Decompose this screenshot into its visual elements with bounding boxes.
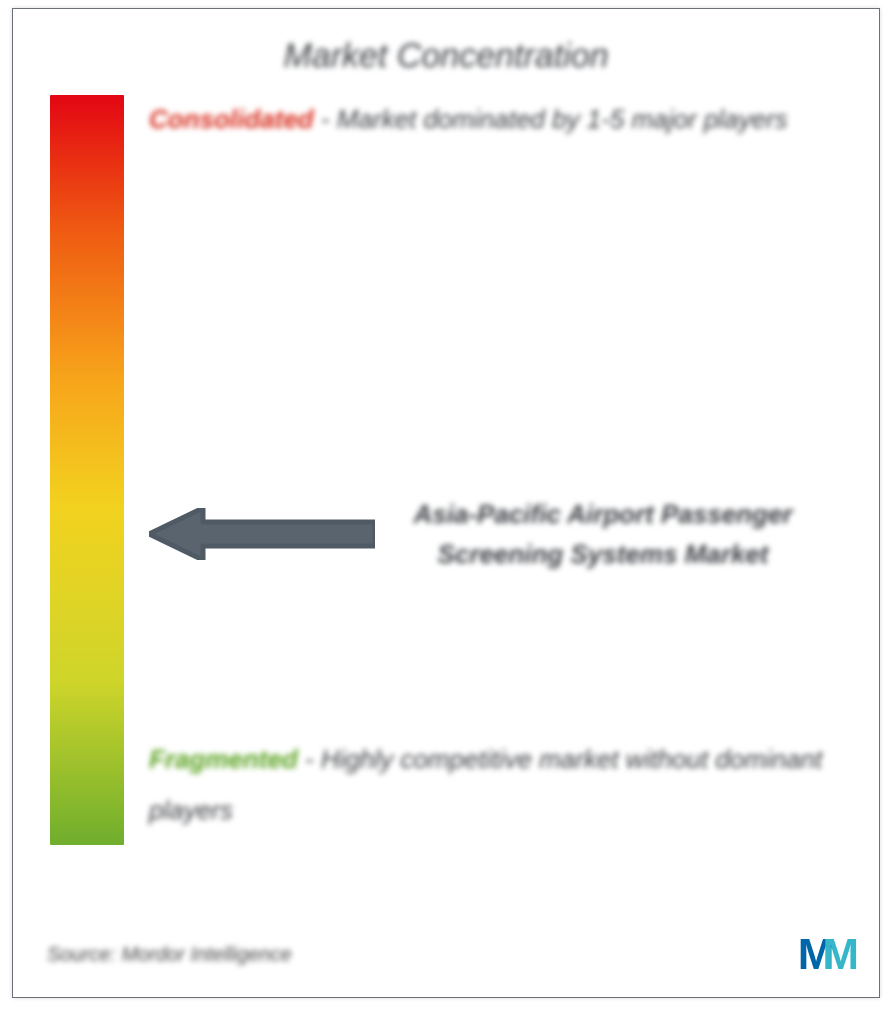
right-column: Consolidated - Market dominated by 1-5 m… [123, 94, 843, 866]
fragmented-blurb: Fragmented - Highly competitive market w… [149, 734, 831, 835]
gradient-bar-container [49, 94, 123, 866]
market-name-label: Asia-Pacific Airport Passenger Screening… [399, 494, 843, 575]
infographic-card: Market Concentration Consolidated - Mark… [12, 8, 880, 998]
footer: Source: Mordor Intelligence M M [47, 933, 855, 977]
title: Market Concentration [13, 9, 879, 76]
left-arrow-icon [149, 508, 375, 560]
consolidated-lead: Consolidated [149, 104, 314, 134]
content-area: Consolidated - Market dominated by 1-5 m… [13, 76, 879, 866]
concentration-gradient-bar [49, 94, 125, 846]
market-pointer: Asia-Pacific Airport Passenger Screening… [149, 494, 843, 575]
brand-logo: M M [798, 933, 855, 977]
consolidated-blurb: Consolidated - Market dominated by 1-5 m… [149, 94, 831, 145]
consolidated-rest: - Market dominated by 1-5 major players [321, 104, 788, 134]
fragmented-lead: Fragmented [149, 744, 298, 774]
logo-letter-right: M [822, 933, 855, 977]
source-text: Source: Mordor Intelligence [47, 944, 292, 967]
